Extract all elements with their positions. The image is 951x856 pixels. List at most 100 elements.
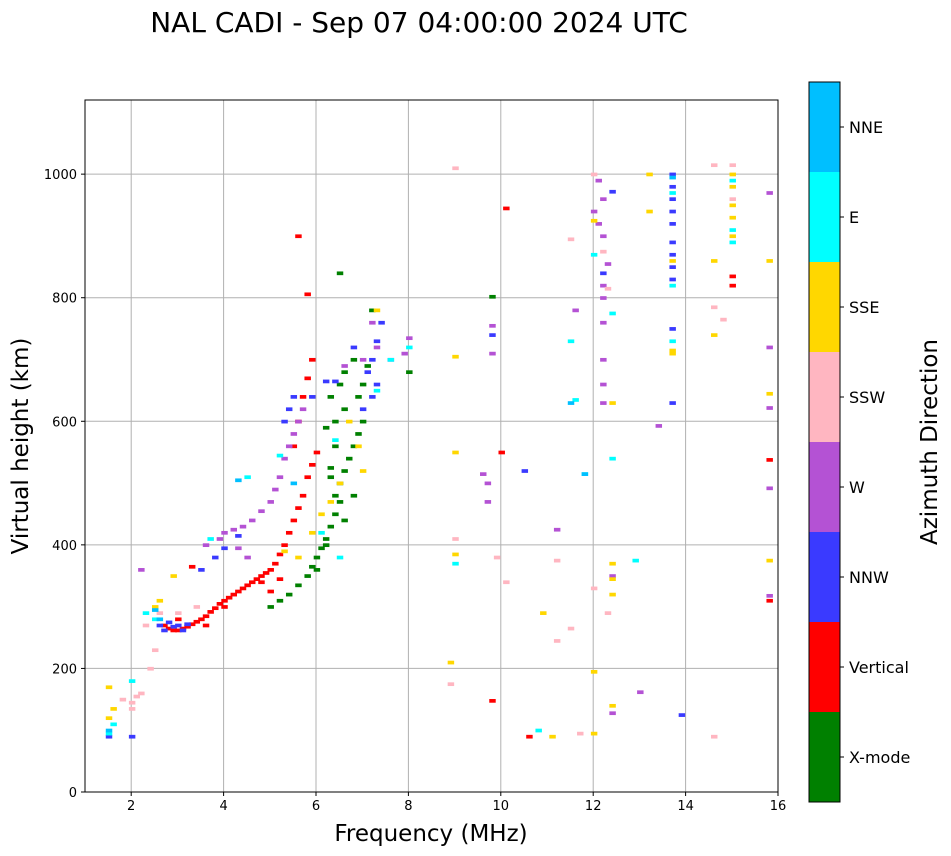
data-point	[230, 527, 237, 532]
data-point	[729, 215, 736, 220]
data-point	[609, 401, 616, 405]
data-point	[318, 530, 325, 535]
data-point	[350, 345, 358, 350]
data-point	[170, 628, 177, 633]
data-point	[272, 487, 279, 492]
data-point	[193, 619, 201, 624]
data-point	[489, 699, 496, 703]
x-tick-label: 8	[404, 799, 412, 814]
data-point	[151, 605, 159, 609]
data-point	[309, 530, 316, 535]
data-point	[327, 500, 335, 504]
data-point	[332, 512, 339, 517]
data-point	[369, 395, 376, 399]
data-point	[729, 163, 736, 168]
data-point	[276, 453, 284, 458]
data-point	[359, 419, 367, 424]
data-point	[299, 395, 307, 399]
data-point	[272, 561, 279, 566]
data-point	[212, 606, 219, 611]
data-point	[193, 605, 201, 609]
colorbar-swatch	[809, 532, 840, 622]
data-point	[105, 734, 113, 739]
data-point	[590, 731, 598, 736]
data-point	[378, 320, 385, 325]
data-point	[295, 555, 302, 560]
data-point	[526, 734, 533, 739]
data-point	[221, 530, 228, 535]
data-point	[720, 317, 727, 322]
data-point	[281, 549, 288, 554]
data-point	[600, 320, 607, 325]
data-point	[729, 184, 736, 189]
data-point	[452, 450, 459, 455]
data-point	[295, 506, 302, 510]
data-point	[341, 518, 348, 523]
data-point	[549, 734, 556, 739]
data-point	[600, 197, 607, 202]
data-point	[309, 564, 316, 569]
y-tick-label: 400	[52, 539, 77, 554]
data-point	[452, 537, 459, 541]
data-point	[669, 252, 676, 257]
colorbar-swatch	[809, 352, 840, 442]
data-point	[669, 339, 676, 344]
data-point	[346, 419, 353, 424]
data-point	[711, 163, 718, 168]
data-point	[711, 259, 718, 263]
data-point	[600, 357, 607, 362]
data-point	[604, 262, 612, 266]
data-point	[609, 592, 616, 597]
data-point	[295, 419, 302, 424]
data-point	[207, 537, 214, 541]
data-point	[175, 628, 182, 633]
data-point	[567, 401, 575, 405]
x-tick-label: 4	[219, 799, 227, 814]
data-point	[138, 568, 145, 572]
data-point	[276, 475, 284, 480]
data-point	[581, 472, 589, 476]
colorbar-swatch	[809, 262, 840, 352]
data-point	[609, 561, 616, 566]
data-point	[188, 564, 196, 569]
data-point	[133, 694, 140, 699]
data-point	[327, 395, 335, 399]
data-point	[322, 543, 330, 548]
data-point	[156, 598, 164, 603]
data-point	[290, 395, 298, 399]
data-point	[221, 598, 228, 603]
data-point	[267, 568, 274, 572]
data-point	[165, 626, 173, 631]
data-point	[355, 444, 362, 449]
colorbar-tick-label: NNE	[849, 118, 883, 137]
data-point	[669, 259, 676, 263]
colorbar-swatch	[809, 82, 840, 172]
data-point	[669, 348, 676, 353]
data-point	[290, 432, 298, 436]
data-point	[253, 577, 261, 582]
data-point	[161, 623, 168, 628]
series-ssw	[119, 163, 736, 739]
x-tick-label: 12	[585, 799, 602, 814]
data-point	[341, 370, 348, 375]
data-point	[498, 450, 505, 455]
data-point	[336, 500, 344, 504]
data-point	[249, 580, 256, 585]
data-point	[609, 456, 616, 461]
data-point	[669, 175, 676, 180]
data-point	[711, 734, 718, 739]
data-point	[304, 292, 311, 297]
data-point	[729, 178, 736, 183]
data-point	[225, 595, 233, 600]
data-point	[332, 379, 339, 384]
data-point	[336, 271, 344, 276]
data-point	[170, 624, 177, 629]
data-point	[600, 271, 607, 276]
data-point	[600, 249, 607, 254]
data-point	[336, 555, 344, 560]
data-point	[290, 481, 298, 486]
data-point	[637, 690, 644, 695]
data-point	[669, 197, 676, 202]
data-point	[212, 555, 219, 560]
